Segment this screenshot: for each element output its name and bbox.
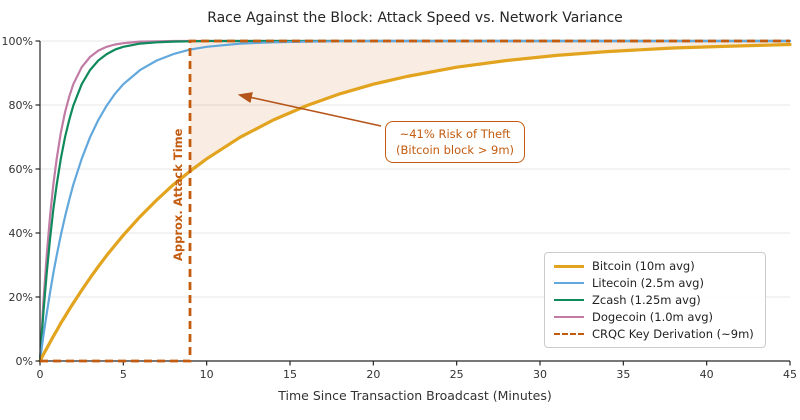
- y-tick-label: 100%: [2, 35, 33, 48]
- legend-swatch-icon: [554, 299, 584, 301]
- legend-swatch-icon: [554, 264, 584, 268]
- x-tick-label: 30: [533, 368, 547, 381]
- x-tick-label: 10: [200, 368, 214, 381]
- legend-swatch-icon: [554, 316, 584, 318]
- y-tick-label: 20%: [9, 291, 33, 304]
- legend-swatch-icon: [554, 282, 584, 284]
- y-tick-label: 60%: [9, 163, 33, 176]
- legend-item: Dogecoin (1.0m avg): [554, 310, 754, 324]
- x-tick-label: 40: [700, 368, 714, 381]
- legend: Bitcoin (10m avg) Litecoin (2.5m avg) Zcas…: [544, 252, 766, 348]
- legend-swatch-icon: [554, 333, 584, 335]
- attack-time-label: Approx. Attack Time: [171, 128, 185, 261]
- x-axis-title: Time Since Transaction Broadcast (Minute…: [278, 388, 552, 403]
- legend-item: Litecoin (2.5m avg): [554, 276, 754, 290]
- legend-label: Zcash (1.25m avg): [592, 293, 701, 307]
- risk-shaded-region: [190, 41, 790, 172]
- x-tick-label: 45: [783, 368, 797, 381]
- risk-annotation-line2: (Bitcoin block > 9m): [396, 143, 515, 158]
- legend-item: Bitcoin (10m avg): [554, 259, 754, 273]
- risk-annotation-line1: ~41% Risk of Theft: [399, 127, 511, 141]
- x-tick-label: 20: [366, 368, 380, 381]
- y-tick-label: 80%: [9, 99, 33, 112]
- legend-label: Bitcoin (10m avg): [592, 259, 695, 273]
- x-tick-label: 35: [616, 368, 630, 381]
- y-tick-label: 40%: [9, 227, 33, 240]
- chart-title: Race Against the Block: Attack Speed vs.…: [207, 10, 623, 26]
- annotation-arrow: [237, 92, 382, 127]
- x-tick-label: 5: [120, 368, 127, 381]
- x-tick-label: 25: [450, 368, 464, 381]
- legend-label: CRQC Key Derivation (~9m): [592, 327, 754, 341]
- series-line: [38, 42, 792, 363]
- x-tick-label: 0: [37, 368, 44, 381]
- legend-label: Litecoin (2.5m avg): [592, 276, 704, 290]
- y-tick-label: 0%: [16, 355, 33, 368]
- risk-annotation: ~41% Risk of Theft (Bitcoin block > 9m): [385, 121, 526, 164]
- crqc-derivation-line: [40, 39, 790, 363]
- legend-item: CRQC Key Derivation (~9m): [554, 327, 754, 341]
- x-tick-label: 15: [283, 368, 297, 381]
- legend-label: Dogecoin (1.0m avg): [592, 310, 714, 324]
- legend-item: Zcash (1.25m avg): [554, 293, 754, 307]
